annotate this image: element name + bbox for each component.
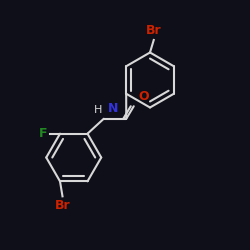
Text: F: F xyxy=(39,127,48,140)
Text: Br: Br xyxy=(55,199,70,212)
Text: H: H xyxy=(94,105,102,115)
Text: Br: Br xyxy=(146,24,162,38)
Text: O: O xyxy=(138,90,149,102)
Text: N: N xyxy=(108,102,118,115)
